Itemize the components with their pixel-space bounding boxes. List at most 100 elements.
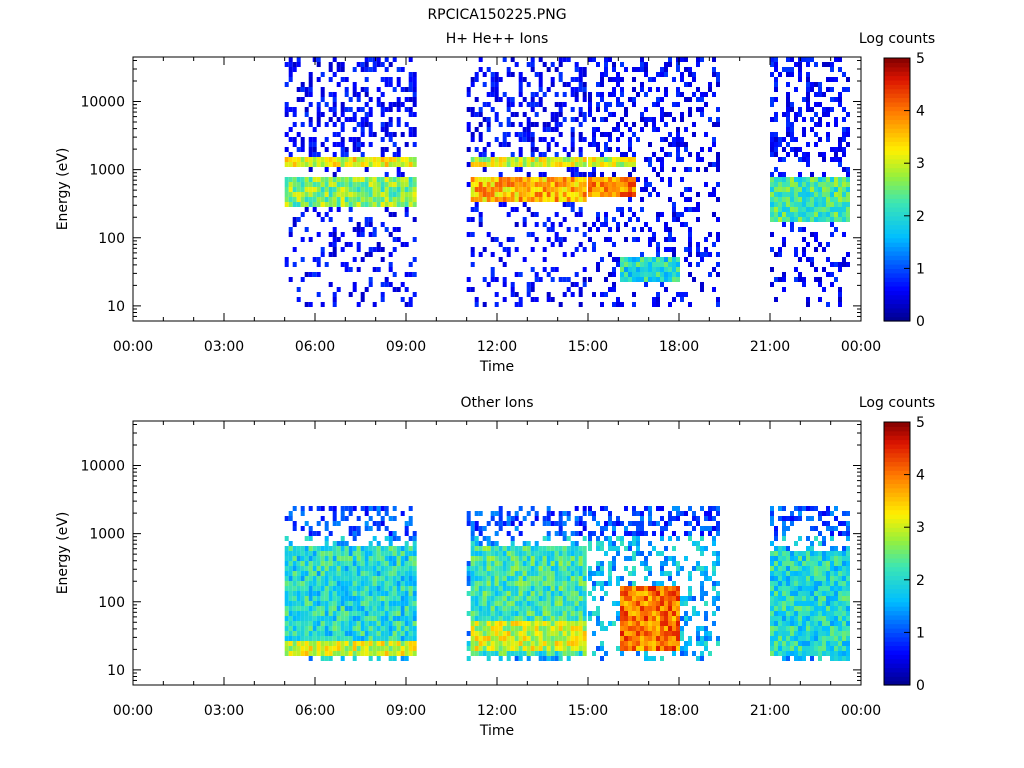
heatmap-cell xyxy=(628,257,632,262)
heatmap-cell xyxy=(328,162,333,167)
heatmap-cell xyxy=(368,192,373,197)
heatmap-cell xyxy=(660,117,664,122)
heatmap-cell xyxy=(778,636,782,641)
heatmap-cell xyxy=(578,107,583,112)
heatmap-cell xyxy=(408,641,413,646)
heatmap-cell xyxy=(304,92,309,97)
heatmap-cell xyxy=(684,57,688,62)
heatmap-cell xyxy=(348,576,353,581)
heatmap-cell xyxy=(506,187,511,192)
heatmap-cell xyxy=(648,571,652,576)
heatmap-cell xyxy=(498,97,503,102)
heatmap-cell xyxy=(668,516,672,521)
heatmap-cell xyxy=(364,526,369,531)
heatmap-cell xyxy=(542,561,547,566)
heatmap-cell xyxy=(518,561,523,566)
heatmap-cell xyxy=(582,551,587,556)
heatmap-cell xyxy=(818,122,822,127)
heatmap-cell xyxy=(570,566,575,571)
heatmap-cell xyxy=(478,252,483,257)
heatmap-cell xyxy=(554,197,559,202)
heatmap-cell xyxy=(368,277,373,282)
heatmap-cell xyxy=(778,566,782,571)
heatmap-cell xyxy=(648,591,652,596)
heatmap-cell xyxy=(810,197,814,202)
heatmap-cell xyxy=(826,571,830,576)
heatmap-cell xyxy=(490,596,495,601)
heatmap-cell xyxy=(826,651,830,656)
heatmap-cell xyxy=(628,611,632,616)
heatmap-cell xyxy=(578,581,583,586)
heatmap-cell xyxy=(818,297,822,302)
heatmap-cell xyxy=(794,641,798,646)
colorbar-swatch xyxy=(884,123,910,129)
heatmap-cell xyxy=(632,132,636,137)
heatmap-cell xyxy=(412,611,417,616)
heatmap-cell xyxy=(664,571,668,576)
heatmap-cell xyxy=(396,606,401,611)
heatmap-cell xyxy=(494,586,499,591)
heatmap-cell xyxy=(546,556,551,561)
heatmap-cell xyxy=(644,122,648,127)
heatmap-cell xyxy=(636,646,640,651)
heatmap-cell xyxy=(534,277,539,282)
heatmap-cell xyxy=(624,556,628,561)
heatmap-cell xyxy=(518,297,523,302)
heatmap-cell xyxy=(514,576,519,581)
heatmap-cell xyxy=(292,247,297,252)
heatmap-cell xyxy=(632,521,636,526)
heatmap-cell xyxy=(562,651,567,656)
heatmap-cell xyxy=(388,262,393,267)
heatmap-cell xyxy=(684,641,688,646)
heatmap-cell xyxy=(700,591,704,596)
heatmap-cell xyxy=(466,232,471,237)
heatmap-cell xyxy=(656,292,660,297)
heatmap-cell xyxy=(364,556,369,561)
heatmap-cell xyxy=(612,566,616,571)
heatmap-cell xyxy=(834,57,838,62)
heatmap-cell xyxy=(582,641,587,646)
heatmap-cell xyxy=(826,636,830,641)
heatmap-cell xyxy=(790,197,794,202)
heatmap-cell xyxy=(474,566,479,571)
colorbar-swatch xyxy=(884,189,910,195)
heatmap-cell xyxy=(320,177,325,182)
heatmap-cell xyxy=(304,112,309,117)
heatmap-cell xyxy=(834,97,838,102)
heatmap-cell xyxy=(308,571,313,576)
heatmap-cell xyxy=(292,157,297,162)
colorbar-swatch xyxy=(884,185,910,191)
heatmap-cell xyxy=(372,566,377,571)
heatmap-cell xyxy=(324,651,329,656)
heatmap-cell xyxy=(664,631,668,636)
heatmap-cell xyxy=(660,656,664,661)
heatmap-cell xyxy=(550,556,555,561)
heatmap-cell xyxy=(620,117,624,122)
heatmap-cell xyxy=(656,616,660,621)
heatmap-cell xyxy=(392,581,397,586)
heatmap-cell xyxy=(636,636,640,641)
heatmap-cell xyxy=(340,611,345,616)
heatmap-cell xyxy=(656,247,660,252)
heatmap-cell xyxy=(814,187,818,192)
heatmap-cell xyxy=(676,636,680,641)
heatmap-cell xyxy=(676,142,680,147)
heatmap-cell xyxy=(554,92,559,97)
heatmap-cell xyxy=(360,556,365,561)
heatmap-cell xyxy=(786,142,790,147)
heatmap-cell xyxy=(534,551,539,556)
heatmap-cell xyxy=(628,531,632,536)
heatmap-cell xyxy=(396,601,401,606)
heatmap-cell xyxy=(324,167,329,172)
heatmap-cell xyxy=(510,182,515,187)
heatmap-cell xyxy=(558,302,563,307)
heatmap-cell xyxy=(684,67,688,72)
heatmap-cell xyxy=(700,596,704,601)
heatmap-cell xyxy=(700,287,704,292)
heatmap-cell xyxy=(786,516,790,521)
heatmap-cell xyxy=(482,302,487,307)
heatmap-cell xyxy=(530,192,535,197)
heatmap-cell xyxy=(404,177,409,182)
heatmap-cell xyxy=(562,202,567,207)
heatmap-cell xyxy=(534,162,539,167)
